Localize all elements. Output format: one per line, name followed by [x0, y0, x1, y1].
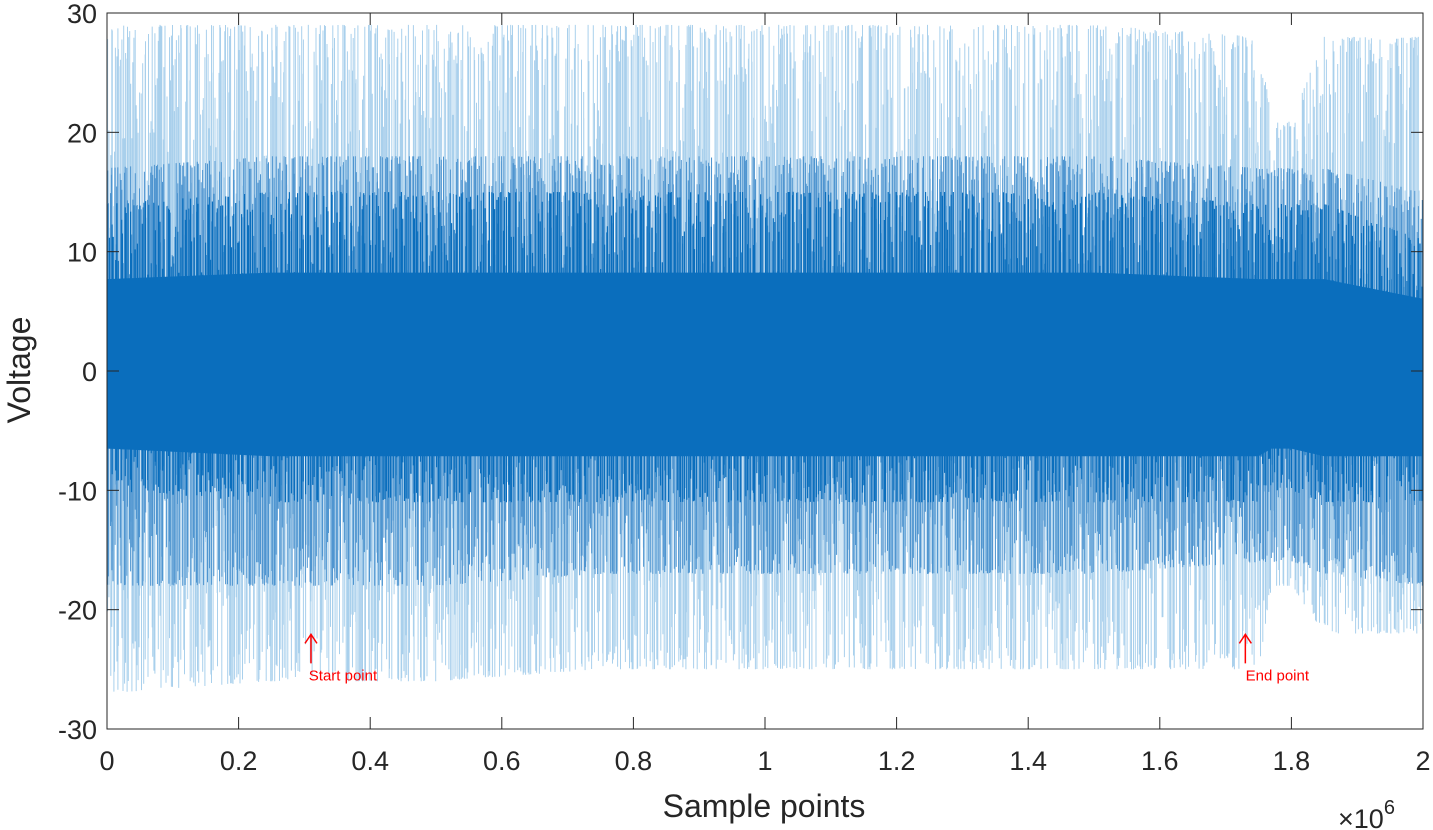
annotation-arrow-head	[304, 633, 318, 644]
x-exponent-power: 6	[1384, 797, 1395, 819]
x-tick-label: 1.4	[1009, 746, 1047, 776]
signal-layer	[106, 24, 1424, 692]
y-tick-label: 20	[67, 118, 97, 148]
x-tick-label: 0.4	[351, 746, 389, 776]
x-axis-label: Sample points	[663, 788, 866, 824]
x-tick-label: 0.8	[615, 746, 653, 776]
annotation-label: End point	[1246, 667, 1310, 684]
x-tick-label: 0	[99, 746, 114, 776]
y-tick-label: -20	[58, 596, 97, 626]
annotation-layer: Start point End point	[304, 633, 1310, 684]
x-tick-label: 1.2	[878, 746, 916, 776]
x-tick-label: 0.2	[220, 746, 258, 776]
x-tick-label: 2	[1415, 746, 1430, 776]
y-tick-label: 0	[82, 357, 97, 387]
y-axis-label: Voltage	[1, 317, 37, 424]
y-tick-label: -10	[58, 476, 97, 506]
x-exponent-base: ×10	[1338, 804, 1384, 830]
axes-layer: 0 0.2 0.4 0.6 0.8 1 1.2 1.4 1.6 1.8 2 -30 -20 -10 0 10 2…	[58, 0, 1431, 776]
x-tick-label: 1.6	[1141, 746, 1179, 776]
annotation-arrow-head	[1238, 633, 1252, 644]
y-tick-label: -30	[58, 715, 97, 745]
x-tick-label: 1.8	[1273, 746, 1311, 776]
y-tick-label: 10	[67, 238, 97, 268]
annotation-label: Start point	[309, 667, 378, 684]
x-tick-label: 1	[757, 746, 772, 776]
x-exponent-label: ×106	[1338, 797, 1395, 830]
signal-core-band	[107, 272, 1423, 457]
x-tick-label: 0.6	[483, 746, 521, 776]
y-tick-label: 30	[67, 0, 97, 29]
annotation: End point	[1238, 633, 1310, 684]
annotation: Start point	[304, 633, 378, 684]
